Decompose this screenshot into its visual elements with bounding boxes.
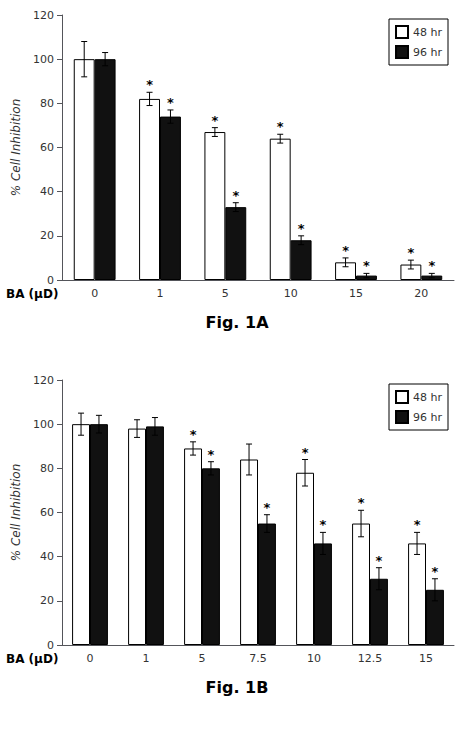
svg-text:100: 100 [33,418,54,431]
svg-text:*: * [320,517,327,532]
svg-text:60: 60 [40,506,54,519]
svg-text:BA (μD): BA (μD) [6,652,58,666]
svg-text:*: * [264,500,271,515]
svg-text:*: * [208,447,215,462]
svg-text:80: 80 [40,97,54,110]
svg-text:*: * [232,188,239,203]
svg-text:48 hr: 48 hr [413,26,442,39]
svg-text:100: 100 [33,53,54,66]
svg-text:0: 0 [47,639,54,652]
svg-text:*: * [414,517,421,532]
svg-text:Fig. 1B: Fig. 1B [206,678,269,697]
svg-text:7.5: 7.5 [249,652,267,665]
svg-text:*: * [363,258,370,273]
svg-text:60: 60 [40,141,54,154]
svg-text:*: * [146,77,153,92]
svg-text:10: 10 [284,287,298,300]
svg-text:5: 5 [222,287,229,300]
svg-text:20: 20 [414,287,428,300]
svg-text:Fig. 1A: Fig. 1A [205,313,269,332]
svg-text:*: * [167,95,174,110]
svg-text:*: * [376,553,383,568]
svg-text:120: 120 [33,9,54,22]
svg-text:*: * [428,258,435,273]
svg-text:0: 0 [47,274,54,287]
svg-text:% Cell Inhibition: % Cell Inhibition [9,464,23,561]
svg-text:0: 0 [87,652,94,665]
svg-text:*: * [432,564,439,579]
svg-text:120: 120 [33,374,54,387]
svg-text:*: * [407,245,414,260]
svg-text:15: 15 [349,287,363,300]
svg-text:*: * [298,221,305,236]
svg-text:*: * [302,445,309,460]
svg-text:80: 80 [40,462,54,475]
svg-text:% Cell Inhibition: % Cell Inhibition [9,99,23,196]
svg-text:*: * [190,427,197,442]
svg-text:5: 5 [199,652,206,665]
svg-text:12.5: 12.5 [358,652,383,665]
svg-text:*: * [358,495,365,510]
svg-text:15: 15 [419,652,433,665]
svg-text:*: * [277,119,284,134]
svg-text:96 hr: 96 hr [413,411,442,424]
svg-text:40: 40 [40,185,54,198]
svg-text:20: 20 [40,594,54,607]
svg-text:*: * [211,113,218,128]
svg-text:*: * [342,243,349,258]
svg-text:BA (μD): BA (μD) [6,287,58,301]
svg-text:1: 1 [157,287,164,300]
svg-text:0: 0 [91,287,98,300]
svg-text:1: 1 [143,652,150,665]
svg-text:96 hr: 96 hr [413,46,442,59]
svg-text:40: 40 [40,550,54,563]
svg-text:10: 10 [307,652,321,665]
svg-text:20: 20 [40,229,54,242]
svg-text:48 hr: 48 hr [413,391,442,404]
